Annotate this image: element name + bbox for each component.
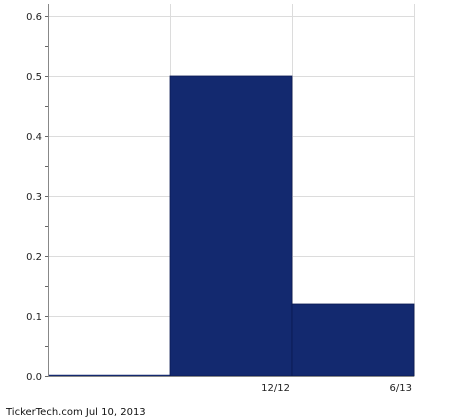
bar[interactable] (169, 75, 293, 377)
source-credit: TickerTech.com Jul 10, 2013 (6, 407, 146, 418)
y-tick-label: 0.3 (26, 192, 42, 203)
x-tick-label: 6/13 (390, 383, 412, 394)
bar[interactable] (291, 303, 415, 377)
y-tick-label: 0.5 (26, 72, 42, 83)
y-tick-label: 0.4 (26, 132, 42, 143)
y-tick-label: 0.6 (26, 12, 42, 23)
ticks-layer (45, 16, 48, 377)
y-tick-label: 0.1 (26, 312, 42, 323)
y-tick-label: 0.0 (26, 372, 42, 383)
y-tick-label: 0.2 (26, 252, 42, 263)
bars-layer (48, 75, 415, 377)
x-tick-label: 12/12 (261, 383, 290, 394)
labels-layer: 0.0 0.1 0.2 0.3 0.4 0.5 0.6 12/12 6/13 (26, 12, 412, 394)
